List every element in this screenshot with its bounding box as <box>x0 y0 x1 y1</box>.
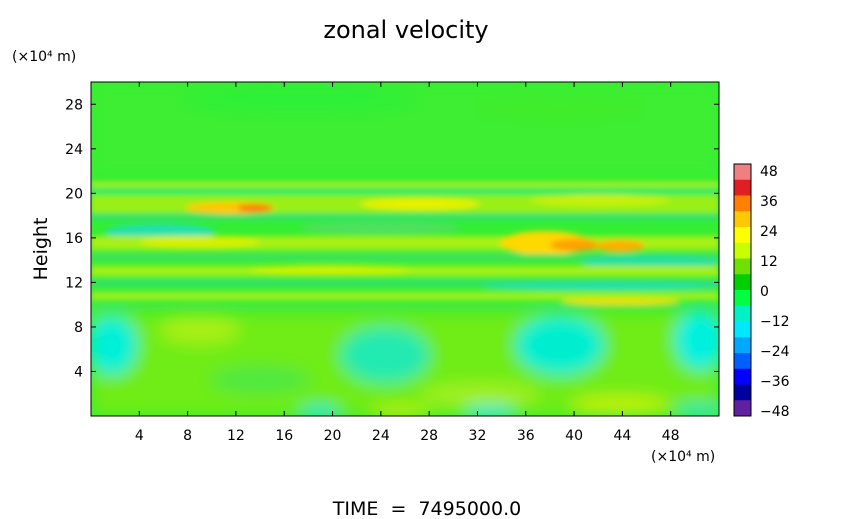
colorbar-swatch <box>734 274 751 291</box>
colorbar-swatch <box>734 384 751 401</box>
colorbar-swatch <box>734 368 751 385</box>
x-tick-label: 36 <box>517 428 535 444</box>
x-tick-label: 16 <box>275 428 293 444</box>
colorbar-swatch <box>734 227 751 244</box>
colorbar-swatch <box>734 179 751 196</box>
y-tick-label: 12 <box>65 275 83 291</box>
x-tick-label: 24 <box>372 428 390 444</box>
x-tick-label: 28 <box>420 428 438 444</box>
x-tick-label: 20 <box>324 428 342 444</box>
colorbar-label: −12 <box>760 314 790 330</box>
x-tick-label: 40 <box>565 428 583 444</box>
colorbar-label: 36 <box>760 194 778 210</box>
colorbar-swatch <box>734 290 751 307</box>
y-unit-label: (×10⁴ m) <box>12 49 76 65</box>
x-tick-label: 12 <box>227 428 245 444</box>
colorbar-label: −48 <box>760 404 790 420</box>
plot-frame <box>90 81 720 417</box>
colorbar-label: −36 <box>760 374 790 390</box>
colorbar-swatch <box>734 337 751 354</box>
x-tick-label: 48 <box>662 428 680 444</box>
colorbar-label: 48 <box>760 164 778 180</box>
colorbar-swatch <box>734 211 751 228</box>
x-tick-label: 4 <box>135 428 144 444</box>
colorbar-swatch <box>734 353 751 370</box>
x-unit-label: (×10⁴ m) <box>651 449 715 465</box>
y-axis: 4 8 12 16 20 24 28 <box>65 97 719 380</box>
y-tick-label: 16 <box>65 231 83 247</box>
colorbar-label: −24 <box>760 344 790 360</box>
colorbar-label: 0 <box>760 284 769 300</box>
colorbar-label: 24 <box>760 224 778 240</box>
y-tick-label: 8 <box>74 320 83 336</box>
colorbar-swatch <box>734 400 751 417</box>
colorbar-swatch <box>734 242 751 259</box>
colorbar-swatch <box>734 305 751 322</box>
colorbar-frame <box>733 163 752 417</box>
x-axis: 4 8 12 16 20 24 28 32 36 40 44 48 <box>135 82 680 444</box>
heatmap-field <box>91 82 719 416</box>
colorbar: 48 36 24 12 0 −12 −24 −36 −48 <box>733 163 790 420</box>
y-tick-label: 20 <box>65 186 83 202</box>
y-tick-label: 4 <box>74 364 83 380</box>
x-tick-label: 8 <box>183 428 192 444</box>
x-tick-label: 44 <box>613 428 631 444</box>
y-tick-label: 24 <box>65 142 83 158</box>
colorbar-swatch <box>734 258 751 275</box>
x-tick-label: 32 <box>469 428 487 444</box>
colorbar-label: 12 <box>760 254 778 270</box>
y-tick-label: 28 <box>65 97 83 113</box>
chart-title: zonal velocity <box>323 16 488 44</box>
colorbar-swatch <box>734 321 751 338</box>
colorbar-swatch <box>734 195 751 212</box>
y-axis-label: Height <box>30 218 52 281</box>
time-annotation: TIME = 7495000.0 <box>332 498 521 519</box>
colorbar-swatch <box>734 164 751 181</box>
